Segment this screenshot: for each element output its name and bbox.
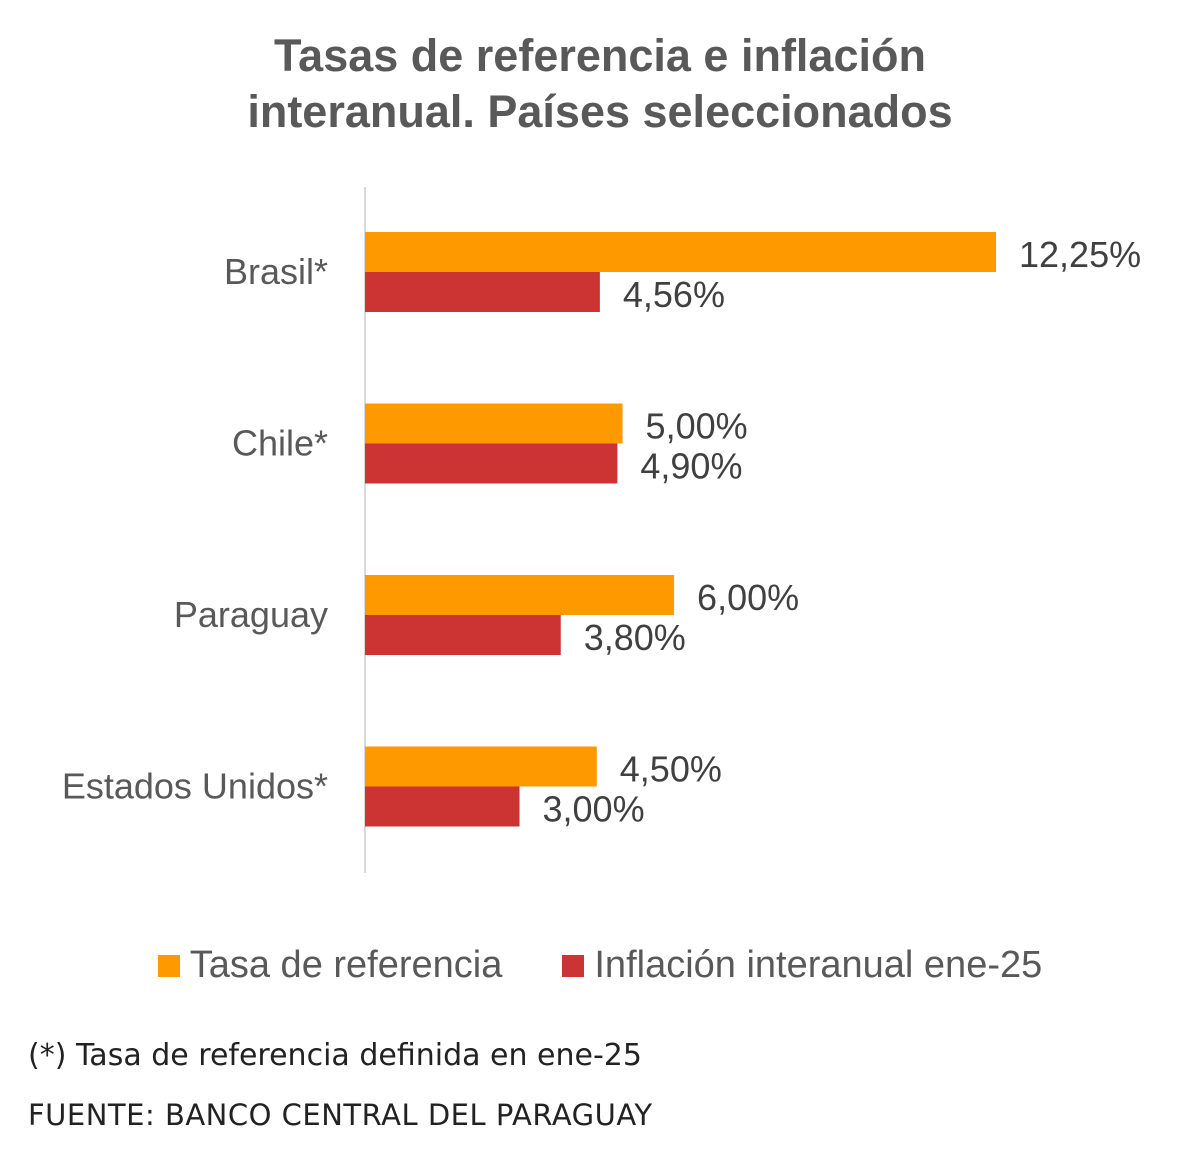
category-label: Chile*: [232, 423, 328, 464]
category-label: Estados Unidos*: [62, 766, 328, 807]
legend-swatch-tasa: [157, 954, 180, 977]
chart-title-line-2: interanual. Países seleccionados: [247, 86, 953, 137]
legend-item-inflacion: Inflación interanual ene-25: [562, 944, 1042, 987]
data-label-inflacion: 4,56%: [623, 274, 725, 315]
data-label-inflacion: 3,80%: [584, 617, 686, 658]
bar-inflacion: [365, 615, 561, 655]
bar-tasa: [365, 232, 996, 272]
bar-tasa: [365, 746, 597, 787]
bar-inflacion: [365, 272, 600, 312]
data-label-inflacion: 3,00%: [543, 789, 645, 830]
category-label: Paraguay: [174, 594, 328, 635]
category-label: Brasil*: [224, 251, 328, 292]
data-label-inflacion: 4,90%: [640, 446, 742, 487]
data-label-tasa: 6,00%: [697, 577, 799, 618]
bar-inflacion: [365, 786, 520, 827]
bar-tasa: [365, 403, 623, 444]
footnote: (*) Tasa de referencia definida en ene-2…: [28, 1038, 642, 1073]
legend-swatch-inflacion: [562, 954, 585, 977]
data-label-tasa: 4,50%: [620, 749, 722, 790]
bar-tasa: [365, 575, 675, 615]
data-label-tasa: 5,00%: [646, 406, 748, 447]
source-note: FUENTE: BANCO CENTRAL DEL PARAGUAY: [28, 1098, 653, 1132]
bar-inflacion: [365, 443, 618, 484]
legend-label-tasa: Tasa de referencia: [189, 944, 503, 986]
bar-chart: Brasil* 12,25% 4,56% Chile* 5,00%4,90% Paragu…: [62, 187, 1141, 873]
chart-title-line-1: Tasas de referencia e inflación: [274, 30, 926, 81]
legend: Tasa de referencia Inflación interanual …: [0, 944, 1200, 987]
data-label-tasa: 12,25%: [1019, 234, 1141, 275]
legend-label-inflacion: Inflación interanual ene-25: [594, 944, 1043, 986]
legend-item-tasa: Tasa de referencia: [157, 944, 503, 987]
chart-title: Tasas de referencia e inflación interanu…: [0, 28, 1200, 140]
